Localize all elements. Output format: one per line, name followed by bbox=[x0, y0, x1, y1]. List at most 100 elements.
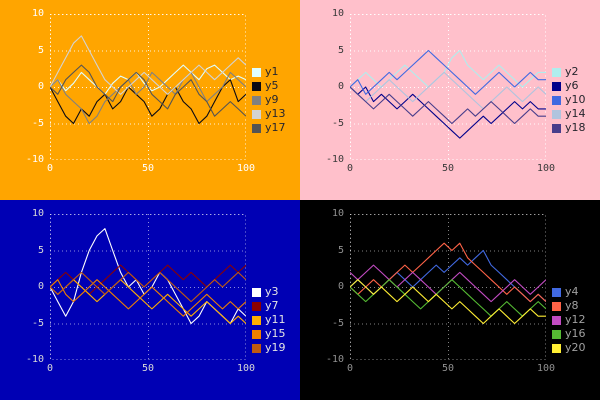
x-tick-label: 100 bbox=[536, 363, 556, 374]
y-tick-label: 0 bbox=[337, 281, 344, 292]
legend-label: y10 bbox=[565, 93, 586, 106]
legend-swatch-icon bbox=[252, 315, 261, 325]
legend: y1 y5 y9 y13 y17 bbox=[252, 66, 286, 134]
x-tick-label: 50 bbox=[441, 163, 455, 174]
legend-label: y6 bbox=[565, 79, 579, 92]
series-line-y19 bbox=[49, 271, 247, 303]
legend-item-y5: y5 bbox=[252, 80, 286, 92]
series-line-y10 bbox=[349, 49, 546, 95]
legend-swatch-icon bbox=[252, 123, 261, 133]
y-tick-label: -5 bbox=[331, 317, 344, 329]
legend-swatch-icon bbox=[552, 343, 561, 353]
legend-swatch-icon bbox=[552, 329, 561, 339]
chart-canvas bbox=[49, 214, 247, 361]
y-tick-label: -5 bbox=[331, 117, 344, 129]
series-line-y11 bbox=[49, 279, 247, 325]
series-line-y15 bbox=[49, 279, 247, 317]
legend-swatch-icon bbox=[552, 315, 561, 325]
legend-item-y11: y11 bbox=[252, 314, 286, 326]
plot-area bbox=[349, 214, 547, 361]
legend-item-y16: y16 bbox=[552, 328, 586, 340]
plot-area bbox=[349, 14, 547, 161]
legend-label: y17 bbox=[265, 121, 286, 134]
legend: y4 y8 y12 y16 y20 bbox=[552, 286, 586, 354]
x-tick-label: 0 bbox=[46, 363, 54, 374]
x-tick-label: 50 bbox=[141, 163, 155, 174]
y-tick-label: 5 bbox=[337, 44, 344, 56]
legend-label: y12 bbox=[565, 313, 586, 326]
x-tick-label: 50 bbox=[141, 363, 155, 374]
chart-canvas bbox=[349, 14, 547, 161]
series-line-y8 bbox=[349, 242, 547, 303]
legend-item-y3: y3 bbox=[252, 286, 286, 298]
legend: y2 y6 y10 y14 y18 bbox=[552, 66, 586, 134]
x-tick-label: 50 bbox=[441, 363, 455, 374]
legend-item-y13: y13 bbox=[252, 108, 286, 120]
series-line-y20 bbox=[349, 279, 546, 325]
x-tick-label: 100 bbox=[236, 363, 256, 374]
legend-item-y12: y12 bbox=[552, 314, 586, 326]
legend-label: y5 bbox=[265, 79, 279, 92]
y-tick-label: 5 bbox=[337, 244, 344, 256]
legend-swatch-icon bbox=[252, 301, 261, 311]
legend-swatch-icon bbox=[552, 67, 561, 77]
legend-swatch-icon bbox=[252, 343, 261, 353]
legend-swatch-icon bbox=[552, 81, 561, 91]
legend-item-y17: y17 bbox=[252, 122, 286, 134]
legend-swatch-icon bbox=[552, 95, 561, 105]
legend-swatch-icon bbox=[252, 81, 261, 91]
y-tick-label: 10 bbox=[31, 8, 44, 19]
subplot-top-left: 10 5 0 -5 -10 0 50 100 y1 y5 y9 y13 y17 bbox=[0, 0, 300, 200]
y-tick-label: -5 bbox=[31, 317, 44, 329]
y-tick-label: -5 bbox=[31, 117, 44, 129]
legend-label: y18 bbox=[565, 121, 586, 134]
y-tick-label: -10 bbox=[25, 354, 44, 365]
legend-swatch-icon bbox=[552, 301, 561, 311]
legend-swatch-icon bbox=[252, 109, 261, 119]
series-line-y13 bbox=[49, 35, 247, 95]
y-tick-label: 10 bbox=[331, 208, 344, 219]
legend-item-y14: y14 bbox=[552, 108, 586, 120]
legend-label: y16 bbox=[565, 327, 586, 340]
y-tick-label: 5 bbox=[37, 244, 44, 256]
legend-item-y8: y8 bbox=[552, 300, 586, 312]
legend-label: y8 bbox=[565, 299, 579, 312]
x-tick-label: 0 bbox=[346, 163, 354, 174]
y-tick-label: -10 bbox=[325, 354, 344, 365]
legend-label: y9 bbox=[265, 93, 279, 106]
chart-canvas bbox=[49, 14, 247, 161]
legend-swatch-icon bbox=[252, 95, 261, 105]
legend-label: y13 bbox=[265, 107, 286, 120]
y-tick-label: 0 bbox=[337, 81, 344, 92]
series-line-y18 bbox=[349, 86, 546, 125]
y-tick-label: 10 bbox=[31, 208, 44, 219]
legend-label: y15 bbox=[265, 327, 286, 340]
plot-area bbox=[49, 214, 247, 361]
legend-swatch-icon bbox=[252, 287, 261, 297]
subplot-top-right: 10 5 0 -5 -10 0 50 100 y2 y6 y10 y14 y18 bbox=[300, 0, 600, 200]
legend-label: y20 bbox=[565, 341, 586, 354]
subplot-bottom-left: 10 5 0 -5 -10 0 50 100 y3 y7 y11 y15 y19 bbox=[0, 200, 300, 400]
series-line-y14 bbox=[349, 71, 547, 110]
legend-item-y7: y7 bbox=[252, 300, 286, 312]
series-line-y17 bbox=[49, 64, 247, 117]
legend: y3 y7 y11 y15 y19 bbox=[252, 286, 286, 354]
series-line-y5 bbox=[49, 79, 247, 125]
legend-swatch-icon bbox=[552, 123, 561, 133]
y-tick-label: 0 bbox=[37, 281, 44, 292]
series-line-y6 bbox=[349, 86, 546, 139]
legend-item-y4: y4 bbox=[552, 286, 586, 298]
legend-item-y15: y15 bbox=[252, 328, 286, 340]
legend-swatch-icon bbox=[252, 67, 261, 77]
y-tick-label: 0 bbox=[37, 81, 44, 92]
legend-label: y2 bbox=[565, 65, 579, 78]
legend-item-y19: y19 bbox=[252, 342, 286, 354]
legend-label: y14 bbox=[565, 107, 586, 120]
legend-label: y1 bbox=[265, 65, 279, 78]
subplot-bottom-right: 10 5 0 -5 -10 0 50 100 y4 y8 y12 y16 y20 bbox=[300, 200, 600, 400]
legend-item-y1: y1 bbox=[252, 66, 286, 78]
legend-label: y7 bbox=[265, 299, 279, 312]
legend-label: y11 bbox=[265, 313, 286, 326]
legend-label: y4 bbox=[565, 285, 579, 298]
